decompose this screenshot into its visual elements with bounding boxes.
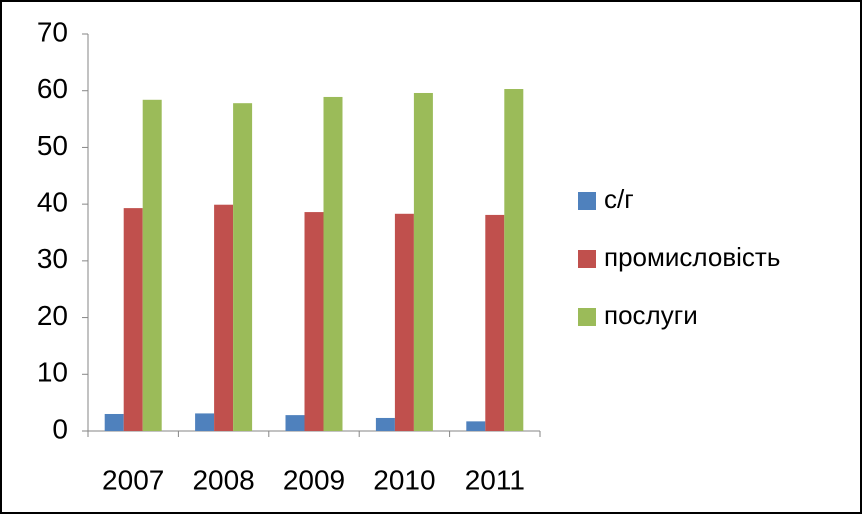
y-tick-label: 40	[37, 187, 68, 218]
bar	[285, 415, 305, 431]
bar	[104, 413, 124, 431]
bar	[485, 214, 505, 431]
x-tick-label: 2010	[373, 464, 435, 495]
y-tick-label: 10	[37, 357, 68, 388]
legend-swatch	[578, 308, 596, 326]
bar	[466, 421, 486, 431]
legend-label: с/г	[604, 184, 634, 214]
y-tick-label: 50	[37, 130, 68, 161]
x-tick-label: 2008	[192, 464, 254, 495]
bar	[394, 213, 414, 431]
legend-swatch	[578, 250, 596, 268]
x-tick-label: 2007	[102, 464, 164, 495]
y-tick-label: 60	[37, 73, 68, 104]
x-tick-label: 2009	[283, 464, 345, 495]
bar	[413, 92, 433, 432]
bar	[142, 99, 162, 431]
y-tick-label: 20	[37, 300, 68, 331]
bar	[195, 413, 215, 431]
y-tick-label: 0	[52, 413, 68, 444]
bar	[375, 417, 395, 431]
legend-label: промисловість	[604, 242, 780, 272]
x-tick-label: 2011	[465, 464, 525, 495]
y-tick-label: 30	[37, 243, 68, 274]
y-tick-label: 70	[37, 16, 68, 47]
bar	[323, 96, 343, 432]
legend-swatch	[578, 192, 596, 210]
bar	[504, 89, 524, 432]
bar	[123, 208, 143, 431]
bar	[233, 103, 253, 431]
bar	[304, 212, 324, 431]
legend-label: послуги	[604, 300, 698, 330]
bar	[214, 204, 234, 431]
